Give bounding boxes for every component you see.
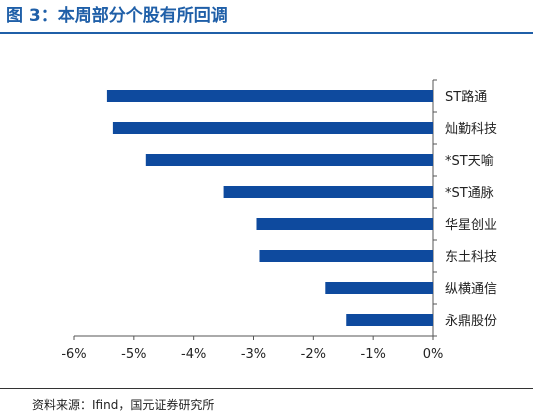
category-label: 东土科技 bbox=[445, 250, 497, 265]
x-tick-label: -5% bbox=[121, 347, 146, 362]
chart-axes bbox=[73, 79, 437, 340]
category-label: 纵横通信 bbox=[445, 282, 497, 297]
x-tick-label: 0% bbox=[423, 347, 444, 362]
category-label: ST路通 bbox=[445, 89, 487, 105]
category-label: 华星创业 bbox=[445, 218, 497, 233]
source-divider bbox=[0, 388, 533, 389]
x-tick-label: -4% bbox=[181, 347, 206, 362]
chart-bars bbox=[106, 90, 434, 326]
title-divider bbox=[0, 32, 533, 34]
bar-3 bbox=[145, 154, 434, 166]
x-tick-label: -3% bbox=[241, 347, 266, 362]
bar-4 bbox=[223, 186, 433, 198]
bar-1 bbox=[106, 90, 434, 102]
bar-7 bbox=[325, 282, 433, 294]
bar-6 bbox=[259, 250, 433, 262]
category-label: 永鼎股份 bbox=[445, 314, 497, 329]
x-tick-label: -1% bbox=[361, 347, 386, 362]
bar-5 bbox=[256, 218, 433, 230]
figure-title: 图 3：本周部分个股有所回调 bbox=[6, 6, 228, 26]
x-tick-label: -2% bbox=[301, 347, 326, 362]
category-label: *ST通脉 bbox=[445, 186, 494, 201]
x-tick-labels: -6% -5% -4% -3% -2% -1% 0% bbox=[61, 347, 443, 362]
source-note: 资料来源：Ifind，国元证券研究所 bbox=[32, 398, 215, 412]
category-label: 灿勤科技 bbox=[445, 122, 497, 137]
bar-2 bbox=[112, 122, 434, 134]
category-label: *ST天喻 bbox=[445, 154, 494, 169]
bar-8 bbox=[346, 314, 433, 326]
x-tick-label: -6% bbox=[61, 347, 86, 362]
